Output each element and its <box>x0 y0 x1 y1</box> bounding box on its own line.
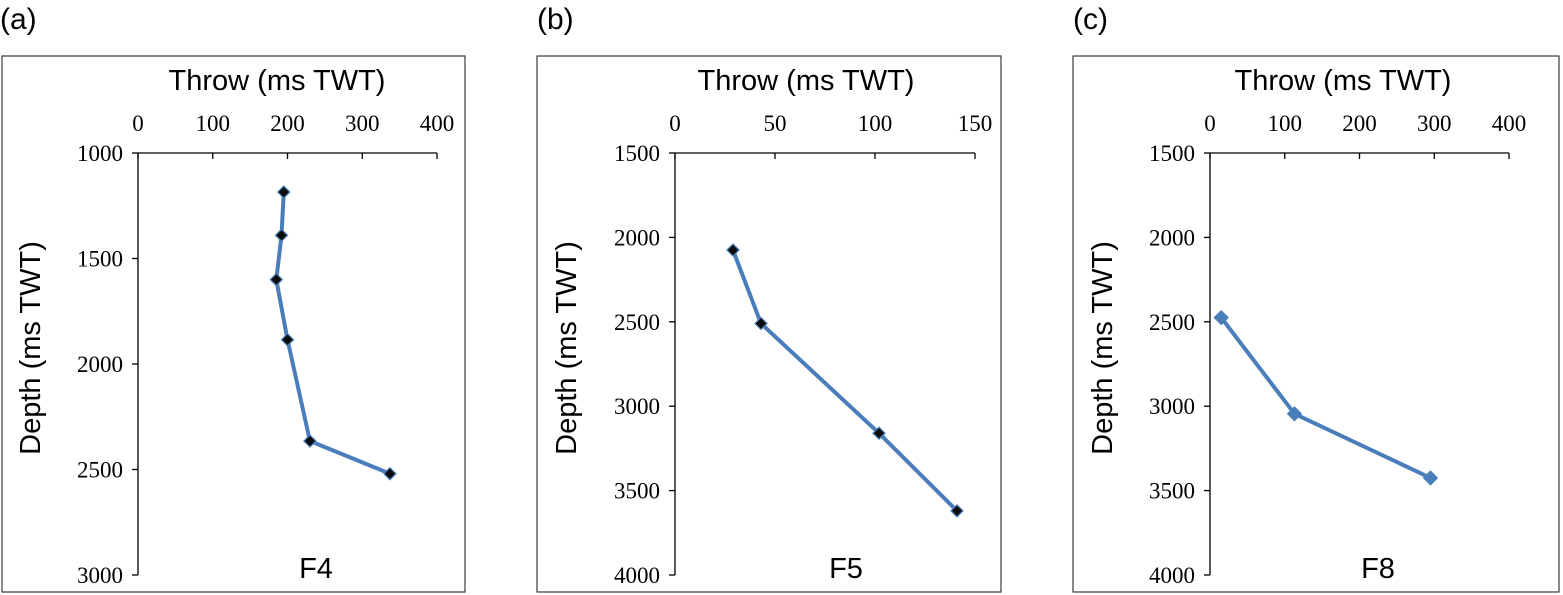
data-point-a-1 <box>276 185 291 199</box>
panel-letter-b: (b) <box>537 3 574 36</box>
y-axis-title-c: Depth (ms TWT) <box>1087 241 1119 455</box>
x-tick-label-b-50: 50 <box>764 111 787 136</box>
x-tick-label-a-200: 200 <box>270 111 305 136</box>
x-tick-label-a-100: 100 <box>196 111 231 136</box>
plot-area-a: 0 100 200 300 400 1000 1500 2000 2500 3000 <box>77 111 454 588</box>
panel-frame-a <box>1 55 466 593</box>
data-point-a-2 <box>274 228 289 243</box>
x-axis-title-b: Throw (ms TWT) <box>698 65 915 97</box>
y-tick-label-b-2500: 2500 <box>614 310 660 335</box>
x-tick-label-a-0: 0 <box>132 111 144 136</box>
chart-panel-b: (b) Throw (ms TWT) Depth (ms TWT) 0 50 100… <box>536 3 1002 593</box>
chart-panel-c: (c) Throw (ms TWT) Depth (ms TWT) 0 100 20… <box>1072 3 1560 593</box>
x-tick-label-a-400: 400 <box>420 111 455 136</box>
x-axis-title-c: Throw (ms TWT) <box>1235 65 1452 97</box>
x-tick-label-b-0: 0 <box>669 111 681 136</box>
plot-area-b: 0 50 100 150 1500 2000 2500 3000 3500 4000 <box>614 111 992 588</box>
fault-label-f5: F5 <box>829 553 863 585</box>
data-point-b-4 <box>950 504 964 518</box>
data-point-b-1 <box>726 243 740 257</box>
y-tick-label-c-1500: 1500 <box>1149 141 1195 166</box>
x-tick-label-c-200: 200 <box>1342 111 1377 136</box>
fault-label-f8: F8 <box>1361 553 1395 585</box>
y-tick-label-b-1500: 1500 <box>614 141 660 166</box>
series-line-c <box>1219 315 1433 480</box>
y-tick-label-a-1000: 1000 <box>77 141 123 166</box>
data-point-a-3 <box>269 272 284 287</box>
x-tick-label-a-300: 300 <box>345 111 380 136</box>
data-point-c-3 <box>1422 470 1439 486</box>
y-tick-label-b-2000: 2000 <box>614 225 660 250</box>
y-tick-label-b-3000: 3000 <box>614 394 660 419</box>
data-point-b-3 <box>872 426 886 441</box>
x-tick-label-c-400: 400 <box>1492 111 1527 136</box>
y-tick-label-c-3000: 3000 <box>1149 394 1195 419</box>
x-axis-title-a: Throw (ms TWT) <box>169 65 386 97</box>
data-point-b-2 <box>754 316 768 331</box>
series-line-b <box>731 248 959 513</box>
data-point-a-4 <box>280 332 295 347</box>
panel-letter-a: (a) <box>0 3 37 36</box>
panel-frame-c <box>1072 55 1560 593</box>
y-tick-label-a-3000: 3000 <box>77 563 123 588</box>
chart-panel-a: (a) Throw (ms TWT) Depth (ms TWT) 0 100 20… <box>0 3 466 593</box>
panel-frame-b <box>536 55 1002 593</box>
x-tick-label-b-150: 150 <box>958 111 993 136</box>
data-point-c-2 <box>1286 406 1303 422</box>
y-axis-title-a: Depth (ms TWT) <box>15 241 47 455</box>
x-tick-label-c-300: 300 <box>1417 111 1452 136</box>
data-point-a-5 <box>303 434 317 448</box>
series-line-a <box>274 190 392 476</box>
y-tick-label-c-3500: 3500 <box>1149 479 1195 504</box>
fault-label-f4: F4 <box>299 553 333 585</box>
plot-area-c: 0 100 200 300 400 1500 2000 2500 3000 3500 4000 <box>1149 111 1526 588</box>
y-tick-label-c-4000: 4000 <box>1149 563 1195 588</box>
x-tick-label-c-100: 100 <box>1268 111 1303 136</box>
panel-letter-c: (c) <box>1073 3 1108 36</box>
y-tick-label-c-2500: 2500 <box>1149 310 1195 335</box>
y-tick-label-b-4000: 4000 <box>614 563 660 588</box>
data-point-a-6 <box>383 466 397 481</box>
y-tick-label-a-2000: 2000 <box>77 352 123 377</box>
y-tick-label-b-3500: 3500 <box>614 479 660 504</box>
y-axis-title-b: Depth (ms TWT) <box>551 241 583 455</box>
y-tick-label-a-1500: 1500 <box>77 247 123 272</box>
y-tick-label-c-2000: 2000 <box>1149 225 1195 250</box>
x-tick-label-b-100: 100 <box>858 111 893 136</box>
x-tick-label-c-0: 0 <box>1204 111 1216 136</box>
y-tick-label-a-2500: 2500 <box>77 458 123 483</box>
data-point-c-1 <box>1213 309 1229 326</box>
